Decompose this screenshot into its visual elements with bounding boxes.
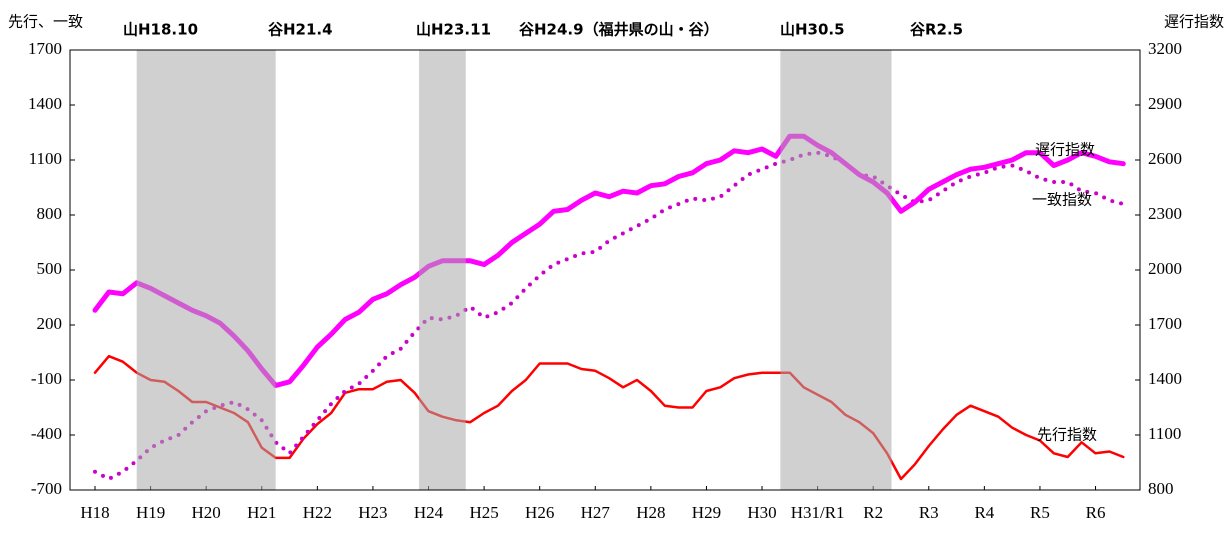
y2-tick-label: 2000	[1148, 259, 1182, 278]
x-tick-label: H29	[692, 503, 721, 522]
x-tick-label: H19	[136, 503, 165, 522]
y-tick-label: 500	[37, 259, 63, 278]
y-tick-label: -100	[31, 369, 62, 388]
x-tick-label: H25	[469, 503, 498, 522]
y2-tick-label: 1400	[1148, 369, 1182, 388]
series-label: 遅行指数	[1035, 141, 1095, 159]
x-tick-label: H20	[192, 503, 221, 522]
y-tick-label: 1700	[28, 39, 62, 58]
y2-tick-label: 2300	[1148, 204, 1182, 223]
x-tick-label: H27	[581, 503, 611, 522]
x-tick-label: R5	[1030, 503, 1050, 522]
y-tick-label: -700	[31, 479, 62, 498]
x-tick-label: R4	[974, 503, 994, 522]
x-tick-label: H26	[525, 503, 554, 522]
period-annotation: 山H23.11	[416, 21, 491, 39]
plot-frame	[69, 49, 1141, 491]
x-tick-label: H22	[303, 503, 332, 522]
x-tick-label: R3	[919, 503, 939, 522]
x-tick-label: R6	[1086, 503, 1106, 522]
x-tick-label: H30	[747, 503, 776, 522]
y2-tick-label: 2600	[1148, 149, 1182, 168]
x-tick-label: H23	[358, 503, 387, 522]
y2-tick-label: 1100	[1148, 424, 1181, 443]
period-annotation: 谷H24.9（福井県の山・谷）	[519, 21, 719, 39]
x-tick-label: H31/R1	[791, 503, 845, 522]
period-annotation: 谷R2.5	[910, 21, 963, 39]
x-tick-label: H21	[247, 503, 276, 522]
series-label: 先行指数	[1037, 426, 1097, 444]
y-tick-label: 800	[37, 204, 63, 223]
x-tick-label: H28	[636, 503, 665, 522]
recession-band	[136, 50, 276, 490]
y-axis-title: 先行、一致	[8, 13, 83, 31]
recession-band	[780, 50, 892, 490]
period-annotation: 山H30.5	[780, 21, 845, 39]
x-tick-label: H18	[80, 503, 109, 522]
period-annotation: 谷H21.4	[268, 21, 333, 39]
y2-tick-label: 3200	[1148, 39, 1182, 58]
recession-band	[419, 50, 466, 490]
period-annotation: 山H18.10	[123, 21, 198, 39]
x-tick-label: R2	[863, 503, 883, 522]
y-tick-label: 1400	[28, 94, 62, 113]
series-label: 一致指数	[1032, 191, 1092, 209]
y-tick-label: -400	[31, 424, 62, 443]
y2-axis-title: 遅行指数	[1164, 13, 1224, 31]
y-tick-label: 200	[37, 314, 63, 333]
y2-tick-label: 2900	[1148, 94, 1182, 113]
y2-tick-label: 800	[1148, 479, 1174, 498]
y-tick-label: 1100	[29, 149, 62, 168]
y2-tick-label: 1700	[1148, 314, 1182, 333]
x-tick-label: H24	[414, 503, 444, 522]
